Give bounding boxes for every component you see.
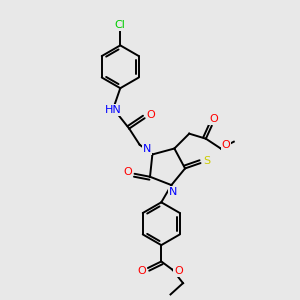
Text: O: O <box>174 266 183 276</box>
Text: N: N <box>143 144 151 154</box>
Text: N: N <box>169 187 177 196</box>
Text: O: O <box>222 140 230 150</box>
Text: O: O <box>137 266 146 276</box>
Text: Cl: Cl <box>115 20 126 31</box>
Text: O: O <box>124 167 132 177</box>
Text: S: S <box>203 156 211 166</box>
Text: O: O <box>147 110 156 120</box>
Text: HN: HN <box>104 105 121 115</box>
Text: O: O <box>209 114 218 124</box>
